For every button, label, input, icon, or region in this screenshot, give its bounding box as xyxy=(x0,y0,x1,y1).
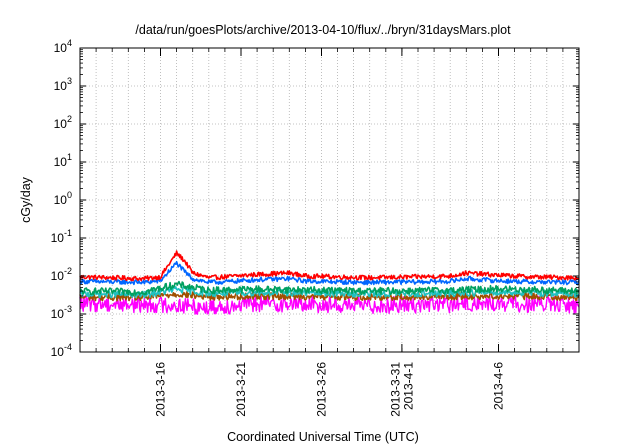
chart-title: /data/run/goesPlots/archive/2013-04-10/f… xyxy=(135,23,511,37)
y-tick-label: 103 xyxy=(54,76,72,93)
ticks: 10-4 10-3 10-2 10-1 100 101 102 103 104 2013-3-16… xyxy=(51,38,579,417)
x-tick-label: 2013-3-21 xyxy=(234,362,248,417)
y-tick-label: 10-4 xyxy=(51,342,72,359)
y-axis-label: cGy/day xyxy=(19,176,33,223)
y-tick-label: 100 xyxy=(54,190,72,207)
series-layer xyxy=(79,250,580,315)
y-tick-label: 102 xyxy=(54,114,72,131)
y-tick-label: 10-1 xyxy=(51,228,72,245)
x-tick-label: 2013-3-16 xyxy=(154,362,168,417)
y-tick-label: 10-3 xyxy=(51,304,72,321)
series-line-6 xyxy=(79,294,580,315)
x-tick-label: 2013-4-6 xyxy=(492,362,506,410)
series-line-3 xyxy=(80,280,580,296)
x-tick-label: 2013-4-1 xyxy=(401,362,415,410)
y-tick-label: 10-2 xyxy=(51,266,72,283)
series-line-1 xyxy=(79,250,580,282)
y-tick-label: 101 xyxy=(54,152,72,169)
y-tick-label: 104 xyxy=(54,38,72,55)
x-tick-label: 2013-3-26 xyxy=(315,362,329,417)
series-line-2 xyxy=(79,260,580,286)
x-axis-label: Coordinated Universal Time (UTC) xyxy=(227,430,419,444)
x-tick-label: 2013-3-31 xyxy=(388,362,402,417)
